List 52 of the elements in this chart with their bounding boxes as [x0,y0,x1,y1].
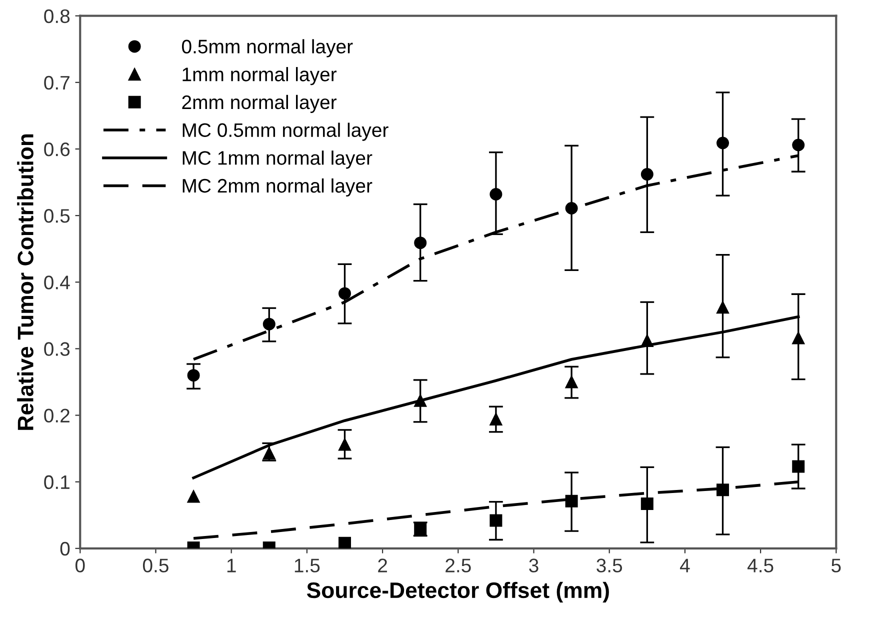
x-axis-title: Source-Detector Offset (mm) [306,582,609,603]
legend-label: MC 1mm normal layer [182,150,372,169]
y-tick-label: 0.7 [44,76,70,90]
x-tick-label: 4 [680,558,690,572]
point [792,332,805,344]
point [640,334,654,347]
point [187,369,200,382]
point [490,413,502,426]
y-axis-title: Relative Tumor Contribution [17,134,34,430]
legend-label: MC 2mm normal layer [182,178,372,197]
point [640,498,654,510]
legend-label: 0.5mm normal layer [182,39,353,58]
point [792,138,805,152]
legend-label: 1mm normal layer [182,67,337,86]
x-tick-label: 4.5 [747,558,774,572]
x-tick-label: 1.5 [294,558,320,572]
y-tick-label: 0.6 [44,142,70,156]
point [490,514,502,527]
x-tick-label: 2 [378,558,387,572]
point [565,202,578,214]
point [187,490,200,503]
point [640,168,654,181]
point [414,394,427,407]
y-tick-label: 0.2 [44,408,70,423]
x-tick-label: 2.5 [446,558,471,572]
point [716,484,730,496]
y-tick-label: 0.5 [44,209,70,223]
point [338,287,351,300]
point [565,376,578,388]
x-tick-label: 3 [529,558,538,572]
point [338,536,351,548]
x-tick-label: 5 [832,558,841,572]
x-tick-label: 1 [227,558,236,572]
legend-label: MC 0.5mm normal layer [182,122,388,141]
point [414,236,427,250]
point [338,438,351,451]
point [262,446,276,460]
y-tick-label: 0.4 [44,276,70,290]
y-tick-label: 0.8 [44,9,70,24]
y-tick-label: 0.3 [44,342,70,356]
point [262,318,276,330]
y-tick-label: 0.1 [44,475,70,490]
point [565,494,578,508]
point [792,460,805,473]
x-tick-label: 3.5 [596,558,622,572]
point [716,301,730,314]
point [490,188,502,201]
y-tick-label: 0 [60,542,70,556]
x-tick-label: 0 [75,558,85,572]
point [716,136,730,150]
x-tick-label: 0.5 [142,558,168,572]
legend-label: 2mm normal layer [182,94,337,114]
